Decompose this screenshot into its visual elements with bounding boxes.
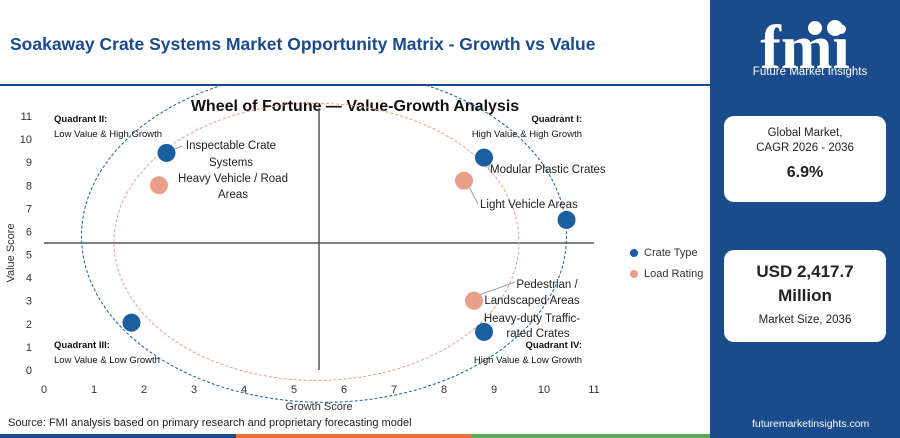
load-rating-orbit (113, 102, 520, 381)
quadrant-description: Low Value & Low Growth (54, 355, 160, 366)
legend-dot-icon (630, 249, 638, 257)
market-size-label: Market Size, 2036 (758, 314, 852, 326)
leader-line (468, 186, 479, 205)
legend-crate-type: Crate Type (630, 247, 698, 259)
crate-type-point (557, 210, 576, 229)
y-tick-label: 1 (26, 342, 32, 354)
logo-tagline: Future Market Insights (752, 66, 868, 78)
point-label: rated Crates (506, 328, 570, 340)
x-tick-label: 9 (491, 384, 497, 396)
market-size-value: USD 2,417.7 Million (756, 262, 854, 305)
leader-line (487, 163, 491, 171)
x-tick-label: 0 (41, 384, 47, 396)
x-tick-label: 6 (341, 384, 347, 396)
x-tick-label: 2 (141, 384, 147, 396)
point-label: Inspectable Crate (186, 140, 276, 152)
cagr-label: Global Market, CAGR 2026 - 2036 (756, 127, 854, 154)
footer-bar-green (472, 434, 710, 438)
x-tick-label: 7 (391, 384, 397, 396)
footer-bar-orange (236, 434, 472, 438)
crate-type-point (475, 322, 493, 341)
quadrant-title: Quadrant IV: (526, 340, 582, 351)
footer-bar-blue (0, 434, 236, 438)
y-tick-label: 7 (26, 203, 32, 215)
point-label: Systems (209, 157, 253, 169)
fmi-logo: fmi (760, 14, 850, 82)
y-tick-label: 8 (26, 180, 32, 192)
market-size-card: USD 2,417.7 Million Market Size, 2036 (724, 250, 886, 342)
header-divider (0, 84, 710, 86)
quadrant-description: High Value & High Growth (472, 129, 582, 140)
point-label: Heavy Vehicle / Road (178, 173, 288, 185)
y-tick-label: 2 (26, 319, 32, 331)
x-tick-label: 3 (191, 384, 197, 396)
quadrant-title: Quadrant III: (54, 340, 110, 351)
y-tick-label: 10 (20, 134, 32, 146)
page-title: Soakaway Crate Systems Market Opportunit… (10, 34, 596, 54)
point-label: Light Vehicle Areas (480, 199, 578, 211)
cagr-card: Global Market, CAGR 2026 - 2036 6.9% (724, 116, 886, 202)
legend-dot-icon (630, 270, 638, 278)
source-note: Source: FMI analysis based on primary re… (8, 417, 412, 429)
point-label: Heavy-duty Traffic- (484, 313, 580, 325)
y-tick-label: 0 (26, 365, 32, 377)
y-tick-label: 4 (26, 273, 32, 285)
load-rating-point (150, 176, 168, 195)
point-label: Pedestrian / (516, 279, 578, 291)
leader-line (479, 281, 516, 296)
logo-dot-icon (808, 21, 822, 35)
y-tick-label: 6 (26, 226, 32, 238)
logo-globe-icon (827, 20, 843, 36)
y-tick-label: 5 (26, 250, 32, 262)
website-url: futuremarketinsights.com (752, 418, 870, 430)
y-tick-label: 11 (21, 111, 32, 123)
header: Soakaway Crate Systems Market Opportunit… (0, 0, 710, 86)
x-tick-label: 11 (588, 384, 599, 396)
crate-type-point (157, 143, 176, 162)
leader-line (174, 145, 183, 150)
x-tick-label: 1 (91, 384, 97, 396)
chart-title: Wheel of Fortune — Value-Growth Analysis (191, 98, 519, 115)
quadrant-title: Quadrant II: (54, 114, 107, 125)
x-tick-label: 4 (241, 384, 247, 396)
point-label: Landscaped Areas (484, 295, 580, 307)
x-tick-label: 5 (291, 384, 297, 396)
quadrant-description: High Value & Low Growth (474, 355, 582, 366)
legend-load-rating: Load Rating (630, 268, 703, 280)
y-axis-label: Value Score (5, 223, 17, 282)
y-tick-label: 9 (26, 157, 32, 169)
x-tick-label: 10 (538, 384, 550, 396)
crate-type-point (122, 313, 141, 332)
load-rating-point (465, 291, 483, 310)
point-label: Areas (218, 189, 248, 201)
y-tick-label: 3 (26, 296, 32, 308)
x-tick-label: 8 (441, 384, 447, 396)
load-rating-point (455, 171, 473, 190)
sidebar (710, 0, 900, 438)
opportunity-matrix-chart: Wheel of Fortune — Value-Growth Analysis… (5, 86, 606, 413)
crate-type-orbit (81, 86, 567, 403)
quadrant-description: Low Value & High Growth (54, 129, 162, 140)
x-axis-label: Growth Score (285, 401, 352, 413)
quadrant-title: Quadrant I: (531, 114, 582, 125)
crate-type-point (475, 148, 493, 167)
point-label: Modular Plastic Crates (490, 164, 606, 176)
cagr-value: 6.9% (786, 164, 824, 181)
